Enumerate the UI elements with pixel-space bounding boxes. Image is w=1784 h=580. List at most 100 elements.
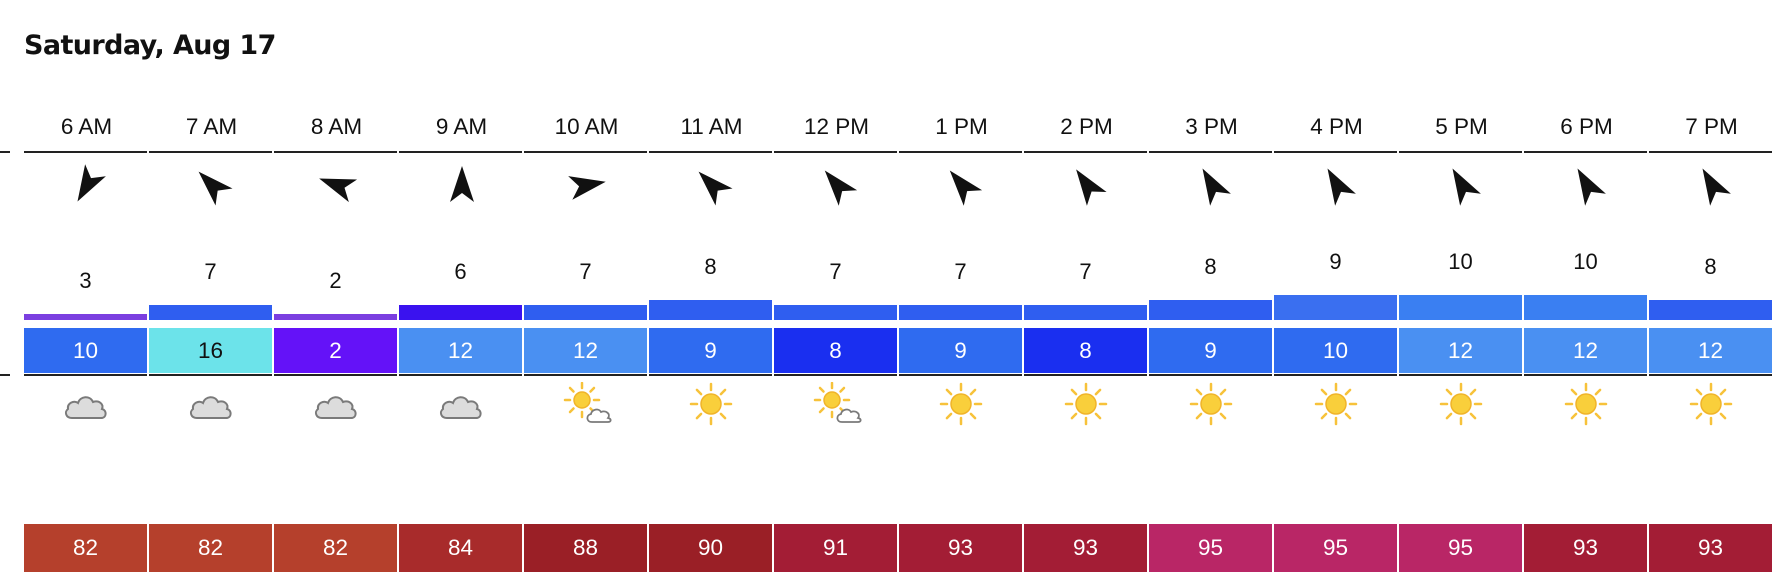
header-divider	[399, 151, 522, 153]
wind-bottom-divider	[1524, 374, 1647, 376]
wind-gust-bar	[649, 300, 772, 320]
wind-gust-bar	[1399, 295, 1522, 320]
temperature-cell: 91	[774, 524, 897, 572]
axis-tick-top	[0, 151, 10, 153]
wind-gust-bar	[1524, 295, 1647, 320]
sun-icon	[1687, 382, 1735, 426]
wind-gust-value: 10	[1448, 249, 1473, 274]
wind-gust-value: 7	[204, 259, 217, 284]
wind-gust-value: 7	[579, 259, 592, 284]
temperature-cell: 93	[1524, 524, 1647, 572]
header-divider	[649, 151, 772, 153]
sun-icon	[1062, 382, 1110, 426]
header-divider	[1649, 151, 1772, 153]
wind-direction-arrow-icon	[1308, 156, 1365, 213]
temperature-cell: 93	[1649, 524, 1772, 572]
cloud-icon	[62, 382, 110, 426]
hour-label: 7 AM	[185, 114, 238, 139]
hour-label: 4 PM	[1310, 114, 1363, 139]
wind-direction-arrow-icon	[563, 161, 612, 210]
temperature-cell: 84	[399, 524, 522, 572]
header-divider	[1024, 151, 1147, 153]
wind-gust-value: 8	[704, 254, 717, 279]
wind-speed-cell: 2	[274, 328, 397, 373]
hour-label: 6 PM	[1560, 114, 1613, 139]
wind-gust-value: 3	[79, 268, 92, 293]
hour-label: 11 AM	[680, 114, 743, 139]
wind-bottom-divider	[1274, 374, 1397, 376]
hour-column: 6 AM 3 10 82	[24, 0, 149, 580]
temperature-cell: 95	[1274, 524, 1397, 572]
wind-bottom-divider	[524, 374, 647, 376]
wind-direction-arrow-icon	[1058, 156, 1116, 214]
wind-gust-value: 9	[1329, 249, 1342, 274]
temperature-cell: 82	[24, 524, 147, 572]
wind-speed-cell: 9	[899, 328, 1022, 373]
temperature-cell: 82	[274, 524, 397, 572]
header-divider	[1524, 151, 1647, 153]
wind-gust-bar	[1274, 295, 1397, 320]
wind-speed-cell: 12	[524, 328, 647, 373]
header-divider	[1399, 151, 1522, 153]
temperature-cell: 90	[649, 524, 772, 572]
sun-icon	[687, 382, 735, 426]
wind-gust-value: 2	[329, 268, 342, 293]
wind-direction-arrow-icon	[807, 155, 866, 214]
hour-label: 10 AM	[554, 114, 619, 139]
wind-gust-bar	[274, 314, 397, 320]
wind-gust-bar	[24, 314, 147, 320]
header-divider	[774, 151, 897, 153]
wind-gust-bar	[774, 305, 897, 320]
header-divider	[24, 151, 147, 153]
hour-column: 6 PM 10 12 93	[1524, 0, 1649, 580]
hour-label: 1 PM	[935, 114, 988, 139]
wind-speed-cell: 12	[399, 328, 522, 373]
wind-gust-bar	[399, 305, 522, 320]
hour-label: 2 PM	[1060, 114, 1113, 139]
header-divider	[274, 151, 397, 153]
wind-direction-arrow-icon	[1433, 156, 1490, 213]
cloud-icon	[437, 382, 485, 426]
header-divider	[1274, 151, 1397, 153]
hour-label: 3 PM	[1185, 114, 1238, 139]
wind-bottom-divider	[899, 374, 1022, 376]
wind-gust-bar	[899, 305, 1022, 320]
sun-cloud-icon	[562, 382, 612, 426]
wind-speed-cell: 12	[1524, 328, 1647, 373]
hour-label: 8 AM	[310, 114, 363, 139]
wind-speed-cell: 9	[1149, 328, 1272, 373]
hour-label: 6 AM	[60, 114, 113, 139]
wind-direction-arrow-icon	[58, 156, 115, 213]
hour-column: 10 AM 7 12 88	[524, 0, 649, 580]
hour-label: 5 PM	[1435, 114, 1488, 139]
wind-direction-arrow-icon	[1183, 156, 1240, 213]
sun-icon	[1312, 382, 1360, 426]
wind-bottom-divider	[274, 374, 397, 376]
wind-speed-cell: 12	[1649, 328, 1772, 373]
wind-gust-bar	[149, 305, 272, 320]
wind-direction-arrow-icon	[932, 155, 991, 214]
wind-bottom-divider	[774, 374, 897, 376]
temperature-cell: 95	[1399, 524, 1522, 572]
hour-column: 5 PM 10 12 95	[1399, 0, 1524, 580]
hour-label: 7 PM	[1685, 114, 1738, 139]
wind-gust-value: 8	[1204, 254, 1217, 279]
wind-bottom-divider	[149, 374, 272, 376]
hour-column: 4 PM 9 10 95	[1274, 0, 1399, 580]
wind-speed-cell: 16	[149, 328, 272, 373]
wind-gust-value: 10	[1573, 249, 1598, 274]
hour-column: 9 AM 6 12 84	[399, 0, 524, 580]
wind-gust-bar	[1149, 300, 1272, 320]
wind-bottom-divider	[1649, 374, 1772, 376]
hour-column: 8 AM 2 2 82	[274, 0, 399, 580]
wind-bottom-divider	[399, 374, 522, 376]
wind-gust-value: 7	[1079, 259, 1092, 284]
wind-speed-cell: 10	[24, 328, 147, 373]
temperature-cell: 95	[1149, 524, 1272, 572]
sun-icon	[1562, 382, 1610, 426]
wind-bottom-divider	[1149, 374, 1272, 376]
hour-column: 2 PM 7 8 93	[1024, 0, 1149, 580]
wind-speed-cell: 9	[649, 328, 772, 373]
wind-speed-cell: 8	[1024, 328, 1147, 373]
wind-gust-bar	[1024, 305, 1147, 320]
